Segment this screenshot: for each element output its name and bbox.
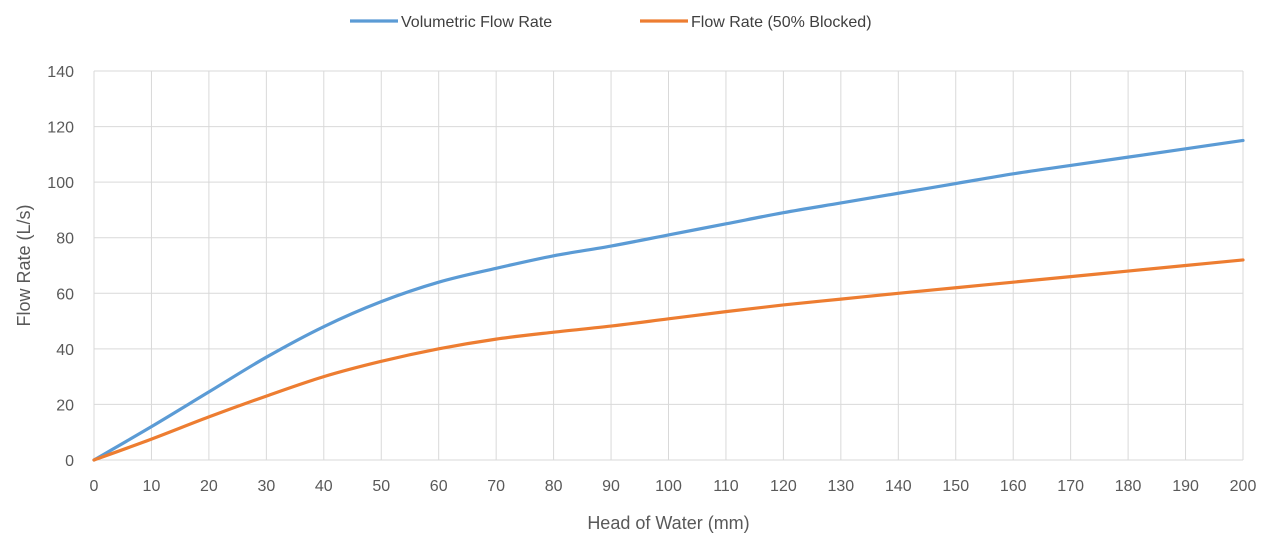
y-tick-label: 80 [56, 231, 74, 248]
x-axis-title: Head of Water (mm) [587, 513, 749, 533]
legend-item: Volumetric Flow Rate [350, 14, 552, 31]
x-tick-label: 100 [655, 478, 682, 495]
data-point [896, 191, 900, 195]
data-point [379, 359, 383, 363]
y-tick-label: 20 [56, 397, 74, 414]
x-tick-label: 50 [372, 478, 390, 495]
legend-label: Flow Rate (50% Blocked) [691, 14, 872, 31]
x-tick-label: 120 [770, 478, 797, 495]
data-point [552, 254, 556, 258]
x-tick-label: 30 [257, 478, 275, 495]
data-point [954, 286, 958, 290]
data-point [1069, 163, 1073, 167]
x-tick-label: 110 [713, 478, 739, 495]
x-tick-label: 80 [545, 478, 563, 495]
data-point [1011, 172, 1015, 176]
data-point [896, 291, 900, 295]
data-point [494, 337, 498, 341]
x-tick-label: 130 [827, 478, 854, 495]
x-tick-label: 160 [1000, 478, 1027, 495]
data-point [494, 266, 498, 270]
y-tick-label: 100 [47, 175, 74, 192]
data-point [609, 244, 613, 248]
x-tick-label: 140 [885, 478, 912, 495]
series-line-flow-rate-50-blocked [92, 258, 1245, 462]
series-layer [92, 138, 1245, 462]
x-tick-label: 70 [487, 478, 505, 495]
data-point [667, 233, 671, 237]
data-point [322, 375, 326, 379]
gridlines [93, 70, 1244, 461]
data-point [1184, 147, 1188, 151]
x-tick-label: 180 [1115, 478, 1142, 495]
data-point [781, 303, 785, 307]
x-tick-label: 170 [1057, 478, 1084, 495]
data-point [839, 201, 843, 205]
data-point [1011, 280, 1015, 284]
y-tick-label: 140 [47, 64, 74, 81]
x-tick-label: 20 [200, 478, 218, 495]
data-point [149, 437, 153, 441]
data-point [1126, 269, 1130, 273]
legend: Volumetric Flow Rate Flow Rate (50% Block… [350, 14, 872, 31]
data-point [264, 394, 268, 398]
data-point [1241, 258, 1245, 262]
x-tick-label: 190 [1172, 478, 1199, 495]
data-point [724, 310, 728, 314]
data-point [724, 222, 728, 226]
data-point [92, 458, 96, 462]
x-tick-label: 10 [143, 478, 161, 495]
data-point [149, 425, 153, 429]
data-point [1184, 264, 1188, 268]
data-point [1241, 138, 1245, 142]
data-point [264, 355, 268, 359]
data-point [1126, 155, 1130, 159]
x-tick-label: 90 [602, 478, 620, 495]
data-point [1069, 275, 1073, 279]
data-point [207, 415, 211, 419]
y-tick-label: 60 [56, 286, 74, 303]
data-point [839, 297, 843, 301]
data-point [781, 211, 785, 215]
x-tick-label: 150 [942, 478, 969, 495]
data-point [322, 325, 326, 329]
data-point [954, 182, 958, 186]
data-point [207, 390, 211, 394]
data-point [609, 324, 613, 328]
x-tick-label: 60 [430, 478, 448, 495]
y-tick-label: 40 [56, 342, 74, 359]
tick-labels: 0 20 40 60 80 100 120 140 0 10 20 30 40 50 60 70 80 90 100… [47, 64, 1256, 495]
data-point [437, 280, 441, 284]
y-tick-label: 0 [65, 453, 74, 470]
x-tick-label: 200 [1230, 478, 1257, 495]
data-point [552, 330, 556, 334]
data-point [379, 300, 383, 304]
legend-label: Volumetric Flow Rate [401, 14, 552, 31]
data-point [667, 317, 671, 321]
x-tick-label: 40 [315, 478, 333, 495]
x-tick-label: 0 [90, 478, 99, 495]
y-axis-title: Flow Rate (L/s) [14, 204, 34, 326]
series-line-volumetric-flow-rate [92, 138, 1245, 462]
y-tick-label: 120 [47, 120, 74, 137]
data-point [437, 347, 441, 351]
legend-item: Flow Rate (50% Blocked) [640, 14, 872, 31]
